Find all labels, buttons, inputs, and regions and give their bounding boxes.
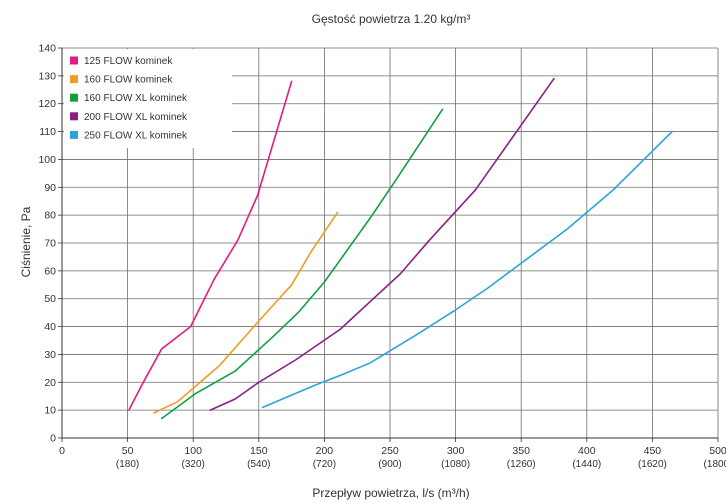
x-tick-sublabel: (900)	[378, 459, 401, 470]
series-line-200-flow-xl-kominek	[209, 77, 555, 411]
x-axis-label: Przepływ powietrza, l/s (m³/h)	[312, 486, 469, 500]
legend-label: 250 FLOW XL kominek	[84, 130, 188, 141]
tick-labels: 0 10 20 30 40 50 60 70 80 90 100 110 120 130 140 0 50 (18…	[38, 43, 726, 471]
y-tick-label: 50	[44, 293, 56, 305]
y-tick-label: 80	[44, 210, 56, 222]
x-tick-label: 350	[512, 445, 530, 457]
x-tick-sublabel: (1080)	[441, 459, 470, 470]
y-tick-label: 20	[44, 377, 56, 389]
x-tick-sublabel: (1620)	[638, 459, 667, 470]
y-tick-label: 120	[38, 98, 56, 110]
legend-swatch	[70, 56, 78, 65]
series-line-250-flow-xl-kominek	[261, 130, 673, 409]
chart-title: Gęstość powietrza 1.20 kg/m³	[312, 12, 471, 26]
y-tick-label: 60	[44, 265, 56, 277]
y-tick-label: 70	[44, 238, 56, 250]
legend-swatch	[70, 75, 78, 84]
series-line-125-flow-kominek	[128, 80, 293, 411]
x-tick-label: 500	[709, 445, 726, 457]
x-tick-sublabel: (720)	[313, 459, 336, 470]
legend-label: 160 FLOW kominek	[84, 75, 173, 86]
x-tick-label: 150	[250, 445, 268, 457]
x-tick-sublabel: (1260)	[507, 459, 536, 470]
series-line-160-flow-xl-kominek	[160, 108, 444, 420]
y-tick-label: 140	[38, 43, 56, 55]
legend-box	[64, 49, 232, 148]
x-tick-label: 50	[122, 445, 134, 457]
axes	[58, 47, 719, 442]
x-tick-sublabel: (540)	[247, 459, 270, 470]
x-tick-label: 450	[644, 445, 662, 457]
y-tick-label: 100	[38, 154, 56, 166]
y-tick-label: 110	[39, 126, 56, 138]
y-tick-label: 130	[38, 70, 56, 82]
x-tick-label: 400	[578, 445, 596, 457]
y-axis-label: Ciśnienie, Pa	[19, 206, 33, 277]
x-tick-label: 300	[447, 445, 465, 457]
legend-swatch	[70, 112, 78, 121]
series-lines	[128, 77, 673, 420]
y-tick-label: 40	[44, 321, 56, 333]
x-tick-sublabel: (1440)	[572, 459, 601, 470]
y-tick-label: 10	[44, 405, 56, 417]
x-tick-label: 200	[316, 445, 334, 457]
legend-swatch	[70, 93, 78, 102]
y-tick-label: 30	[44, 349, 56, 361]
legend-swatch	[70, 130, 78, 139]
x-tick-label: 100	[184, 445, 202, 457]
legend-label: 160 FLOW XL kominek	[84, 93, 188, 104]
y-tick-label: 90	[44, 182, 56, 194]
x-tick-sublabel: (180)	[116, 459, 139, 470]
x-tick-sublabel: (320)	[182, 459, 205, 470]
legend-label: 200 FLOW XL kominek	[84, 112, 188, 123]
legend: 125 FLOW kominek 160 FLOW kominek 160 FLOW…	[64, 49, 232, 148]
y-tick-label: 0	[50, 433, 56, 445]
x-tick-label: 0	[59, 445, 65, 457]
legend-label: 125 FLOW kominek	[84, 56, 173, 67]
x-tick-label: 250	[381, 445, 399, 457]
x-tick-sublabel: (1800)	[704, 459, 726, 470]
series-line-160-flow-kominek	[153, 211, 339, 414]
